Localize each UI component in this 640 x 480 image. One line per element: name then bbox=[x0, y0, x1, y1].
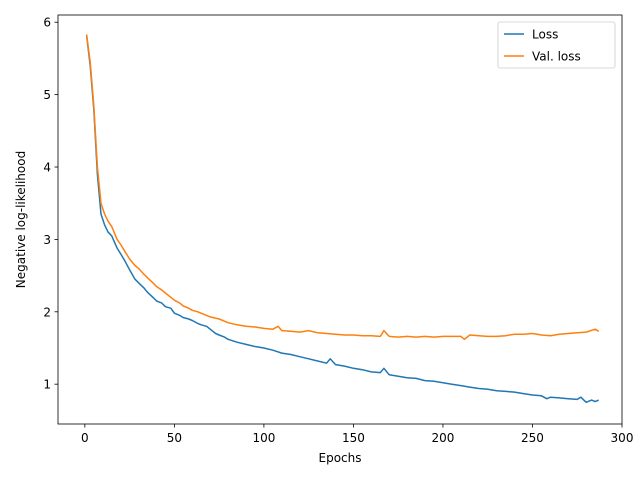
x-tick-label: 100 bbox=[252, 431, 275, 445]
y-tick-label: 2 bbox=[43, 305, 51, 319]
y-tick-label: 1 bbox=[43, 378, 51, 392]
plot-area bbox=[85, 34, 600, 404]
legend-entry-label: Val. loss bbox=[532, 50, 581, 64]
y-axis-ticks: 1 2 3 4 5 6 bbox=[43, 16, 58, 392]
x-tick-label: 150 bbox=[342, 431, 365, 445]
y-axis-label: Negative log-likelihood bbox=[14, 151, 28, 288]
x-axis-ticks: 0 50 100 150 200 250 300 bbox=[81, 424, 633, 445]
y-tick-label: 3 bbox=[43, 233, 51, 247]
axes-frame bbox=[57, 14, 623, 425]
legend-box bbox=[497, 21, 616, 69]
x-tick-label: 0 bbox=[81, 431, 89, 445]
y-tick-label: 4 bbox=[43, 161, 51, 175]
x-tick-label: 300 bbox=[611, 431, 634, 445]
y-tick-label: 5 bbox=[43, 88, 51, 102]
y-tick-label: 6 bbox=[43, 16, 51, 30]
x-axis-label: Epochs bbox=[319, 451, 362, 465]
legend-entry-label: Loss bbox=[532, 28, 558, 42]
x-tick-label: 200 bbox=[431, 431, 454, 445]
series-line-1 bbox=[85, 35, 599, 404]
x-tick-label: 250 bbox=[521, 431, 544, 445]
series-line-2 bbox=[85, 34, 600, 341]
legend: Loss Val. loss bbox=[497, 21, 616, 69]
x-tick-label: 50 bbox=[167, 431, 182, 445]
